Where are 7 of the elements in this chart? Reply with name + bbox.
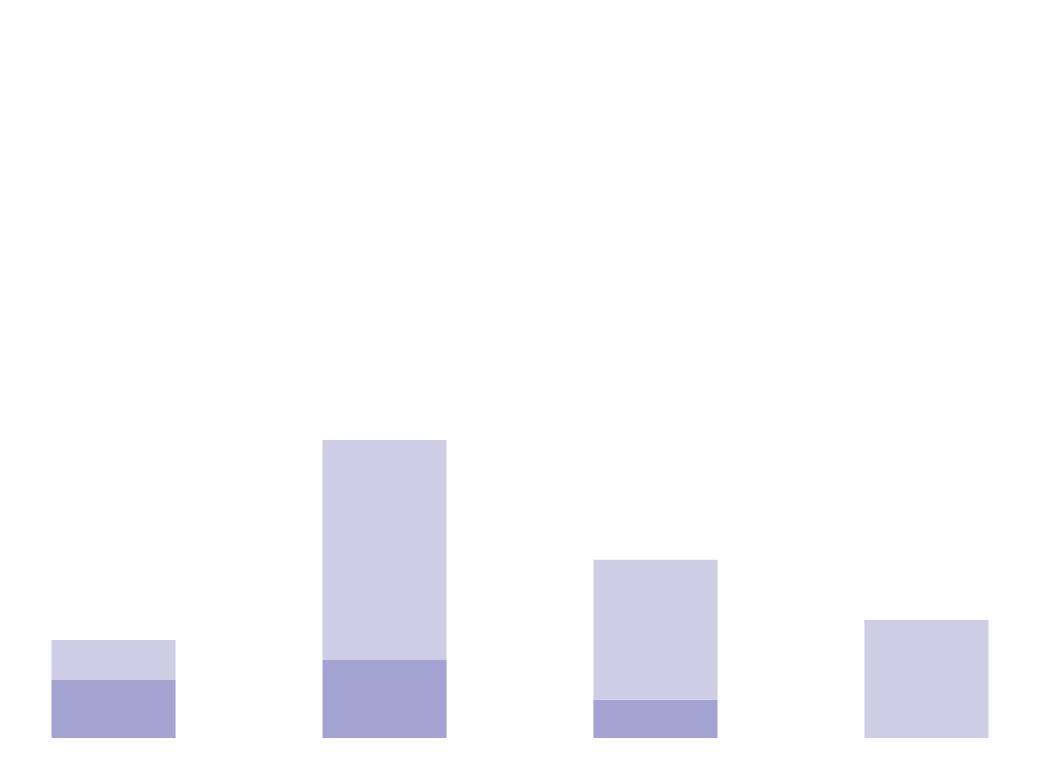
bar [864,620,989,738]
bar [593,699,718,738]
bar [322,440,447,660]
bar [51,679,176,738]
bar [51,639,176,680]
bar [322,659,447,738]
bar [593,559,718,700]
